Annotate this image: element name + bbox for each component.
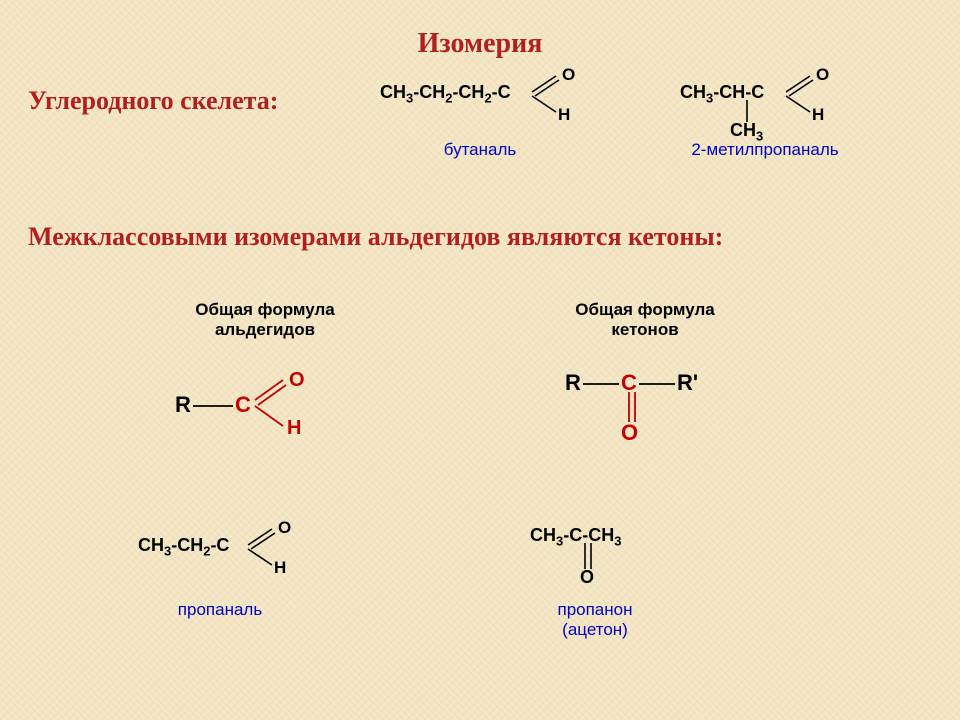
formula-aldehyde-general: R C O H (175, 392, 191, 418)
bond-c-r2 (639, 381, 675, 387)
propanone-double-bond (582, 543, 594, 569)
page-title: Изомерия (0, 28, 960, 60)
svg-text:O: O (562, 65, 575, 84)
svg-text:H: H (287, 417, 301, 439)
heading-ketone: Общая формула кетонов (530, 300, 760, 339)
formula-methylpropanal: CH3-CH-C O H CH3 (680, 82, 764, 103)
svg-text:O: O (278, 518, 291, 537)
bond-r-c (193, 403, 233, 409)
caption-butanal: бутаналь (410, 140, 550, 160)
caption-propanal: пропаналь (140, 600, 300, 620)
caption-propanone: пропанон (ацетон) (510, 600, 680, 641)
cho-group-general: O H (251, 370, 321, 440)
propanone-O: O (580, 567, 594, 588)
aldehyde-C: C (235, 392, 251, 418)
cho-group-mp: O H (782, 66, 842, 126)
cho-group-propanal: O H (244, 519, 304, 579)
formula-propanone: CH3-C-CH3 O (530, 525, 621, 546)
formula-butanal: CH3-CH2-CH2-C O H (380, 82, 511, 103)
heading-aldehyde: Общая формула альдегидов (150, 300, 380, 339)
formula-propanal: CH3-CH2-C O H (138, 535, 229, 556)
section2-sentence: Межклассовыми изомерами альдегидов являю… (28, 222, 723, 252)
caption-methylpropanal: 2-метилпропаналь (660, 140, 870, 160)
section1-label: Углеродного скелета: (28, 86, 278, 116)
cho-group-butanal: O H (528, 66, 588, 126)
bond-r1-c (583, 381, 619, 387)
svg-text:H: H (812, 105, 824, 124)
formula-ketone-general: R C R' O (565, 370, 581, 396)
branch-bond-mp (742, 100, 752, 122)
svg-text:O: O (816, 65, 829, 84)
ketone-double-bond (625, 392, 639, 422)
ketone-O: O (621, 420, 638, 446)
svg-text:H: H (558, 105, 570, 124)
svg-text:H: H (274, 558, 286, 577)
svg-text:O: O (289, 369, 305, 391)
